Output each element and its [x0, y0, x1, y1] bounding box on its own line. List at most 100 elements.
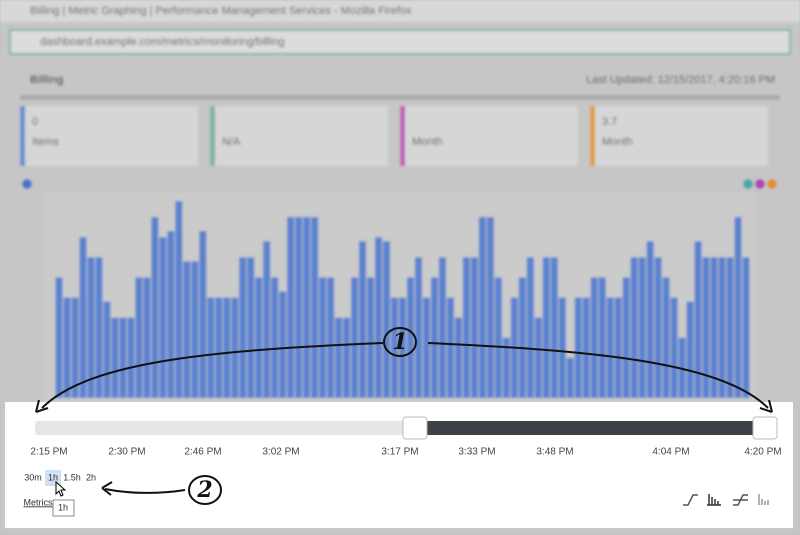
- bar: [486, 217, 494, 398]
- bar: [327, 277, 335, 398]
- tooltip-box: [52, 499, 75, 517]
- tooltip: 1h: [58, 502, 68, 512]
- bar: [678, 337, 686, 398]
- bar: [742, 257, 750, 398]
- bar: [127, 317, 135, 398]
- bar: [191, 261, 199, 398]
- bar: [726, 257, 734, 398]
- bar: [303, 217, 311, 398]
- bar: [151, 217, 159, 398]
- bar: [279, 291, 287, 398]
- legend-dot: [22, 179, 32, 189]
- bar: [718, 257, 726, 398]
- card-label: Month: [602, 136, 633, 148]
- time-label: 2:15 PM: [30, 447, 67, 458]
- bar: [454, 317, 462, 398]
- range-button[interactable]: 1h: [48, 472, 58, 482]
- bar: [263, 241, 271, 398]
- card-label: Month: [412, 136, 443, 148]
- range-button[interactable]: 1.5h: [63, 472, 81, 482]
- slider-handle[interactable]: [752, 416, 778, 440]
- bar: [646, 241, 654, 398]
- time-label: 2:30 PM: [108, 447, 145, 458]
- bar: [159, 237, 167, 398]
- bar: [406, 277, 414, 398]
- bar: [367, 277, 375, 398]
- bar: [550, 257, 558, 398]
- bar: [638, 257, 646, 398]
- bar: [215, 297, 223, 398]
- bar: [71, 297, 79, 398]
- bar: [63, 297, 71, 398]
- bar: [175, 201, 183, 398]
- bar: [558, 297, 566, 398]
- bar: [167, 231, 175, 398]
- card-value: 0: [32, 116, 38, 128]
- card: [20, 106, 198, 166]
- time-label: 3:48 PM: [536, 447, 573, 458]
- bar: [199, 231, 207, 398]
- card-label: N/A: [222, 136, 241, 148]
- cursor: [55, 480, 67, 497]
- bar: [311, 217, 319, 398]
- annotation: 2: [196, 477, 212, 503]
- slider-track: [35, 421, 415, 435]
- bar: [630, 257, 638, 398]
- bar: [255, 277, 263, 398]
- bar: [542, 257, 550, 398]
- bar: [534, 317, 542, 398]
- bar: [670, 297, 678, 398]
- bar: [359, 241, 367, 398]
- address-bar: [9, 29, 791, 55]
- annotation-arrows: [35, 327, 773, 505]
- bar: [271, 277, 279, 398]
- slider-handle[interactable]: [402, 416, 428, 440]
- legend-dot: [767, 179, 777, 189]
- bar: [662, 277, 670, 398]
- slider-selection: [415, 421, 770, 435]
- page-title: Billing: [30, 74, 64, 86]
- bar: [478, 217, 486, 398]
- bar: [383, 241, 391, 398]
- bar: [391, 297, 399, 398]
- bar: [582, 297, 590, 398]
- time-panel: [5, 402, 793, 528]
- bar: [135, 277, 143, 398]
- card: [210, 106, 388, 166]
- annotation: 1: [392, 329, 407, 355]
- range-button-selected: [45, 470, 61, 486]
- bar: [470, 257, 478, 398]
- bar: [351, 277, 359, 398]
- time-label: 4:20 PM: [744, 447, 781, 458]
- range-button[interactable]: 2h: [86, 472, 96, 482]
- bar: [55, 277, 63, 398]
- title-bar: [0, 0, 800, 22]
- bar: [119, 317, 127, 398]
- bar: [295, 217, 303, 398]
- last-updated: Last Updated: 12/15/2017, 4:20:16 PM: [586, 74, 775, 86]
- bar: [622, 277, 630, 398]
- card-accent: [590, 106, 595, 166]
- bar: [462, 257, 470, 398]
- bar: [422, 297, 430, 398]
- card-accent: [210, 106, 215, 166]
- bar: [694, 241, 702, 398]
- card-accent: [20, 106, 25, 166]
- divider: [20, 95, 780, 100]
- metrics-link[interactable]: Metrics: [24, 497, 53, 507]
- bar: [686, 301, 694, 398]
- bar: [95, 257, 103, 398]
- time-label: 3:02 PM: [262, 447, 299, 458]
- card-accent: [400, 106, 405, 166]
- bar: [375, 237, 383, 398]
- bar: [606, 297, 614, 398]
- bar: [111, 317, 119, 398]
- bar: [438, 257, 446, 398]
- bar: [183, 261, 191, 398]
- range-button[interactable]: 30m: [24, 472, 42, 482]
- chart-type-icons: [683, 494, 769, 506]
- bar: [399, 297, 406, 398]
- bar: [566, 357, 574, 398]
